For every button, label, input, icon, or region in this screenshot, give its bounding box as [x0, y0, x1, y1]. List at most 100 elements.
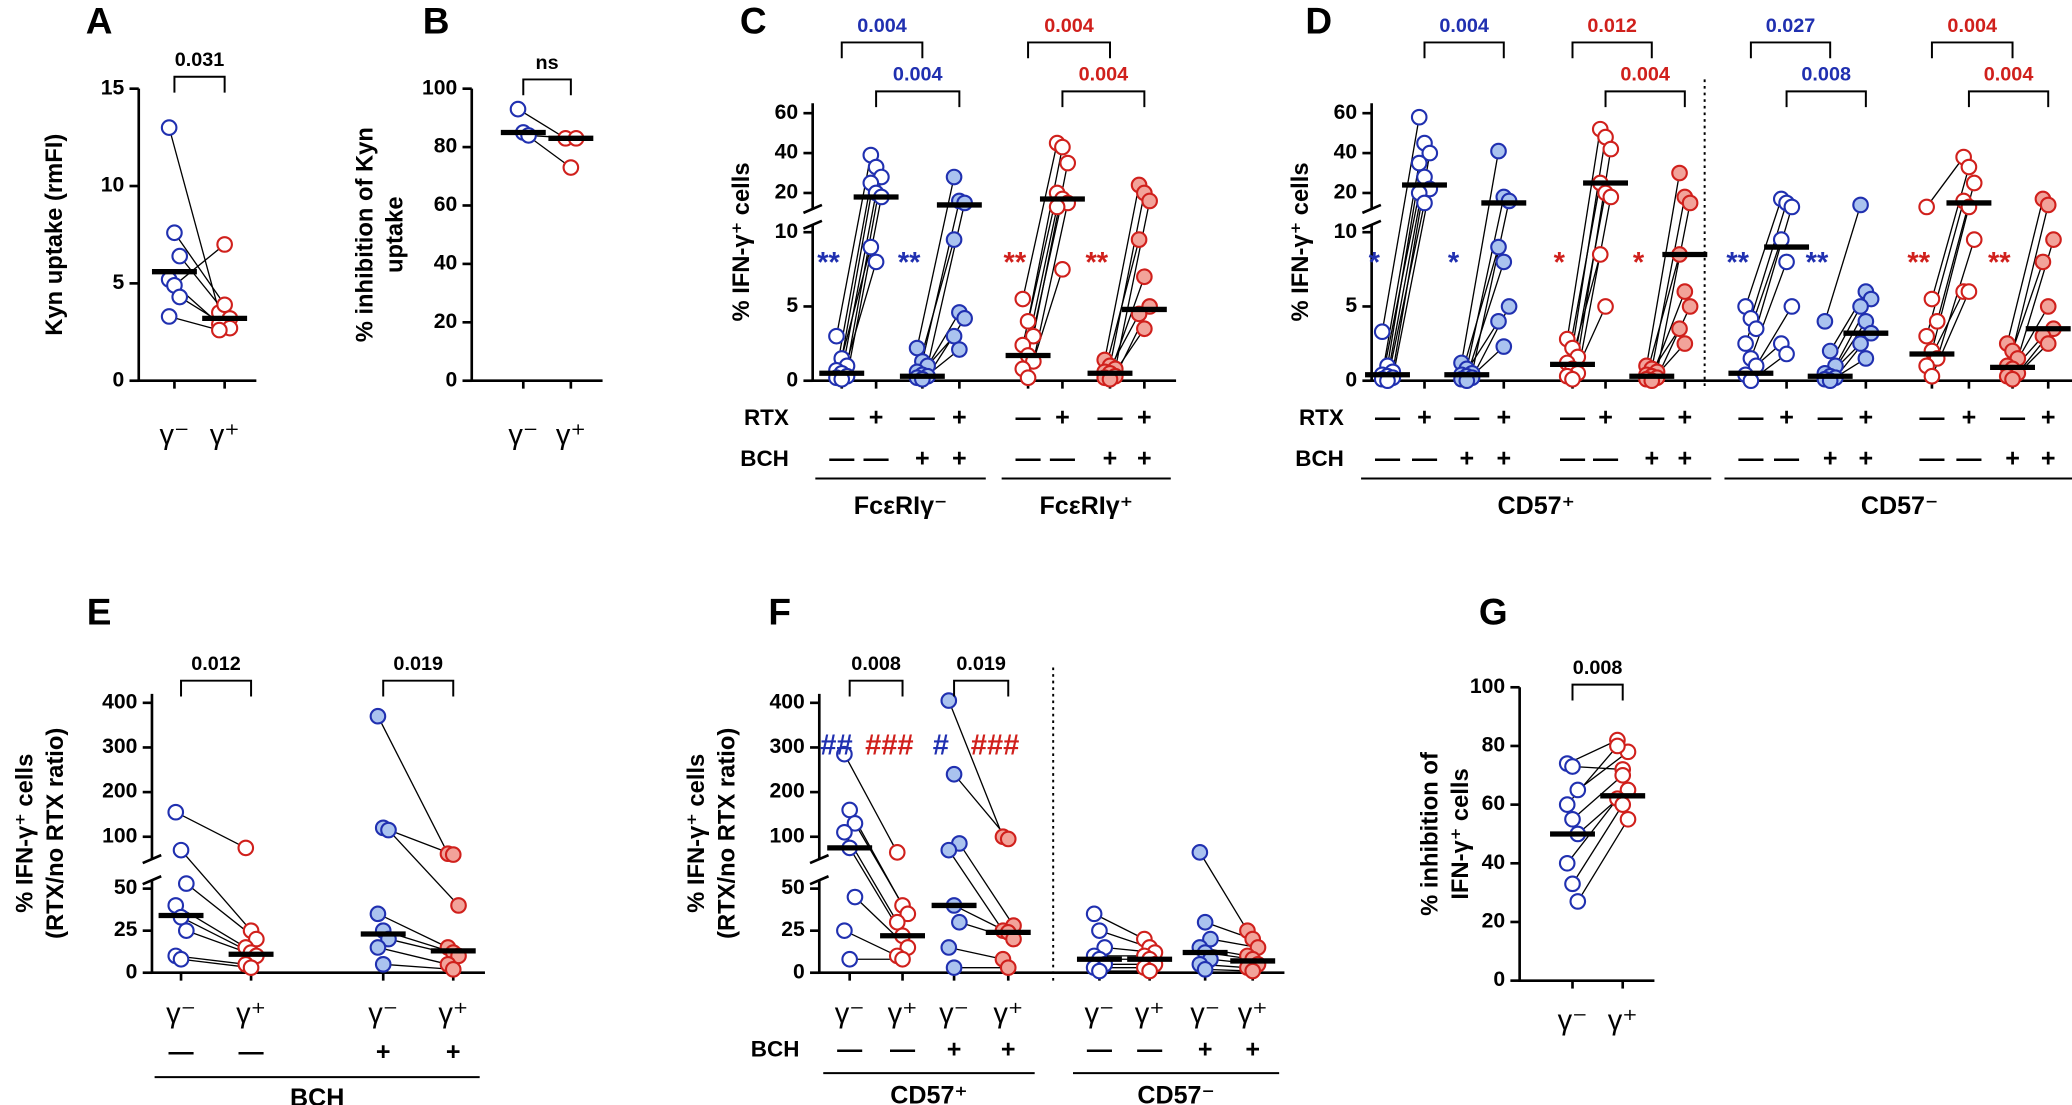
x-tick-label: γ⁻	[166, 998, 196, 1030]
data-point	[1196, 913, 1214, 931]
data-point	[846, 815, 864, 832]
data-point	[836, 745, 853, 763]
pair-line	[1926, 156, 1965, 208]
x-tick-label: —	[1956, 445, 1982, 473]
y-tick-label: 100	[422, 76, 457, 99]
y-tick-label: 0	[1493, 968, 1505, 991]
p-value-label: 0.004	[893, 64, 943, 86]
p-value-label: 0.012	[191, 653, 241, 675]
data-point	[1965, 174, 1983, 192]
pair-line	[1381, 117, 1420, 332]
x-tick-label: +	[1198, 1035, 1213, 1063]
y-axis-label: % IFN-γ⁺ cells	[728, 162, 755, 321]
data-point	[894, 950, 911, 968]
y-tick-label: 0	[112, 368, 124, 391]
data-point	[2034, 253, 2052, 271]
row-label: BCH	[1295, 446, 1344, 471]
data-point	[1614, 796, 1632, 813]
data-point	[999, 959, 1017, 976]
y-tick-label: 100	[1470, 675, 1505, 698]
data-point	[1421, 144, 1439, 162]
data-point	[1857, 350, 1875, 367]
x-tick-label: +	[1245, 1035, 1260, 1063]
data-point	[1681, 194, 1699, 212]
x-tick-label: +	[1055, 404, 1070, 432]
data-point	[1918, 327, 1935, 345]
x-tick-label: —	[1375, 445, 1401, 473]
data-point	[1136, 320, 1153, 338]
axis-break	[802, 219, 823, 230]
data-point	[369, 939, 387, 956]
data-point	[951, 341, 968, 358]
x-tick-label: γ⁻	[1190, 998, 1220, 1030]
x-tick-label: —	[829, 404, 855, 432]
y-axis-label: % IFN-γ⁺ cells	[12, 754, 39, 913]
x-tick-label: +	[2005, 445, 2020, 473]
row-label: BCH	[740, 446, 789, 471]
pair-line	[1931, 166, 1970, 300]
x-tick-label: +	[1496, 404, 1511, 432]
significance-annotation: **	[1988, 247, 2011, 279]
significance-annotation: *	[1448, 247, 1460, 279]
x-tick-label: +	[2041, 404, 2056, 432]
row-label: RTX	[1299, 405, 1344, 430]
significance-bracket	[1423, 41, 1505, 59]
data-point	[836, 823, 853, 841]
x-tick-label: +	[1137, 404, 1152, 432]
data-point	[1676, 335, 1694, 352]
panel-letter: E	[87, 591, 112, 632]
y-tick-label: 40	[434, 251, 458, 274]
pair-line	[517, 108, 566, 139]
data-point	[1569, 893, 1587, 910]
p-value-label: 0.019	[393, 653, 443, 675]
data-point	[1569, 781, 1587, 799]
pair-line	[844, 930, 898, 957]
y-axis-label: (RTX/no RTX ratio)	[42, 728, 69, 939]
y-tick-label: 0	[126, 960, 138, 983]
x-tick-label: —	[1454, 404, 1480, 432]
pair-line	[173, 232, 226, 306]
data-point	[1609, 737, 1626, 755]
y-tick-label: 100	[770, 824, 805, 847]
pair-line	[1381, 192, 1420, 380]
data-point	[1059, 154, 1077, 172]
pair-line	[1471, 200, 1510, 374]
data-point	[1602, 188, 1620, 206]
x-tick-label: —	[1412, 445, 1438, 473]
x-tick-label: +	[952, 404, 967, 432]
data-point	[216, 236, 233, 253]
data-point	[1130, 231, 1148, 248]
pair-line	[1926, 200, 1965, 337]
x-tick-label: —	[1137, 1035, 1163, 1063]
significance-bracket	[1571, 683, 1624, 701]
significance-annotation: ###	[971, 729, 1020, 761]
pair-line	[1460, 246, 1500, 375]
x-tick-label: —	[1738, 404, 1764, 432]
data-point	[1852, 335, 1869, 352]
x-tick-label: γ⁻	[159, 419, 189, 451]
pair-line	[168, 127, 220, 313]
data-point	[216, 296, 233, 314]
data-point	[1928, 312, 1946, 330]
x-tick-label: +	[1103, 445, 1118, 473]
y-tick-label: 80	[1482, 734, 1506, 757]
data-point	[1054, 261, 1071, 278]
data-point	[374, 955, 392, 973]
significance-bracket	[1930, 41, 2014, 59]
panel-letter: G	[1479, 591, 1508, 632]
pair-line	[377, 913, 449, 949]
y-tick-label: 60	[775, 101, 799, 124]
pair-line	[1755, 206, 1793, 329]
data-point	[171, 288, 189, 306]
data-point	[1141, 962, 1158, 980]
p-value-label: 0.019	[956, 653, 1006, 675]
y-axis-label: % IFN-γ⁺ cells	[1287, 162, 1314, 321]
x-tick-label: —	[1593, 445, 1619, 473]
significance-annotation: **	[898, 247, 921, 279]
data-point	[1019, 369, 1037, 387]
data-point	[1416, 194, 1433, 212]
x-tick-label: —	[1919, 404, 1945, 432]
x-tick-label: +	[869, 404, 884, 432]
data-point	[1136, 268, 1153, 286]
data-point	[1495, 253, 1513, 271]
